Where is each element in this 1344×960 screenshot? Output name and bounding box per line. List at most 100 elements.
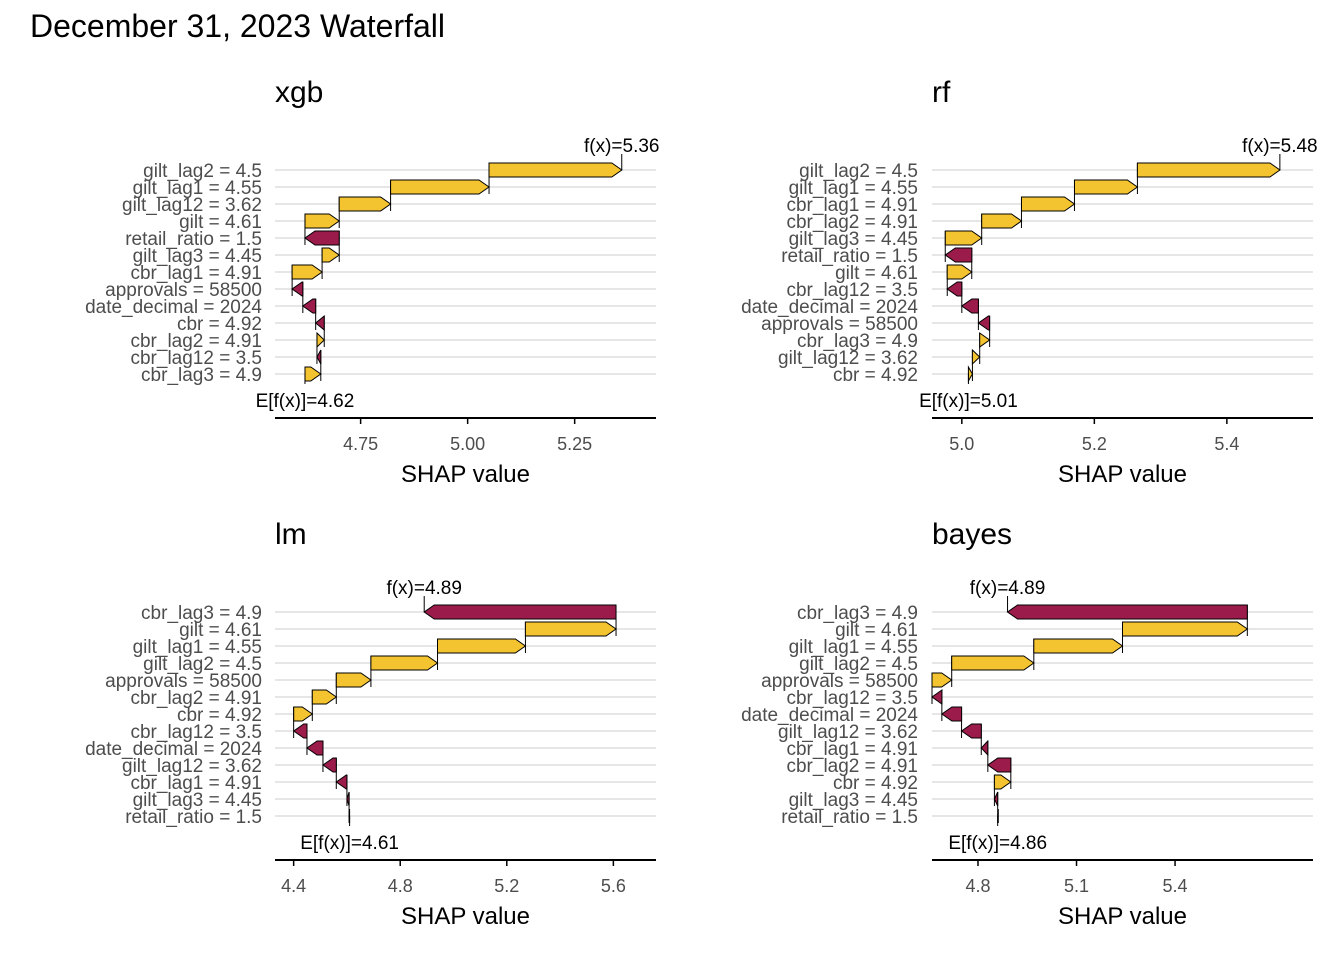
feature-label: gilt_lag1 = 4.55	[789, 178, 918, 199]
waterfall-bar	[979, 332, 991, 348]
feature-label: gilt_lag12 = 3.62	[778, 722, 918, 743]
feature-label: gilt_lag1 = 4.55	[789, 637, 918, 658]
waterfall-bar	[423, 604, 617, 620]
feature-label: gilt_lag3 = 4.45	[789, 229, 918, 250]
feature-label: date_decimal = 2024	[741, 297, 918, 318]
feature-label: approvals = 58500	[105, 671, 262, 692]
x-tick-label: 4.8	[965, 876, 990, 896]
waterfall-bar	[944, 230, 983, 246]
waterfall-bar	[980, 739, 989, 757]
feature-label: date_decimal = 2024	[85, 297, 262, 318]
feature-label: cbr_lag1 = 4.91	[786, 195, 918, 216]
x-tick-label: 5.6	[601, 876, 626, 896]
waterfall-bar	[293, 706, 314, 722]
waterfall-bar	[316, 349, 322, 365]
feature-label: approvals = 58500	[105, 280, 262, 301]
feature-label: cbr_lag3 = 4.9	[141, 365, 262, 386]
feature-label: retail_ratio = 1.5	[125, 229, 262, 250]
final-value-label: f(x)=4.89	[386, 578, 462, 599]
feature-label: gilt_lag12 = 3.62	[778, 348, 918, 369]
waterfall-bar	[346, 791, 350, 807]
x-tick-label: 5.0	[949, 434, 974, 454]
waterfall-bar	[960, 298, 979, 314]
base-value-label: E[f(x)]=4.86	[948, 833, 1047, 854]
waterfall-bar	[311, 689, 338, 705]
waterfall-bar	[1122, 621, 1249, 637]
feature-label: gilt = 4.61	[179, 620, 262, 641]
x-tick-label: 5.25	[557, 434, 592, 454]
feature-label: gilt_lag3 = 4.45	[789, 790, 918, 811]
feature-label: cbr_lag3 = 4.9	[797, 603, 918, 624]
waterfall-bar	[967, 365, 973, 383]
waterfall-bar	[304, 230, 340, 246]
feature-label: retail_ratio = 1.5	[781, 807, 918, 828]
waterfall-bar	[1074, 179, 1139, 195]
base-value-label: E[f(x)]=4.62	[256, 391, 355, 412]
x-axis-label: SHAP value	[401, 461, 530, 488]
waterfall-bar	[304, 366, 322, 382]
waterfall-bar	[292, 723, 308, 739]
waterfall-bar	[993, 774, 1012, 790]
feature-label: cbr_lag1 = 4.91	[786, 739, 918, 760]
x-tick-label: 5.1	[1064, 876, 1089, 896]
waterfall-bar	[370, 655, 439, 671]
x-tick-label: 5.4	[1163, 876, 1188, 896]
feature-label: cbr = 4.92	[177, 314, 262, 335]
feature-label: retail_ratio = 1.5	[125, 807, 262, 828]
x-tick-label: 5.2	[494, 876, 519, 896]
waterfall-bar	[977, 315, 991, 331]
waterfall-bar	[306, 740, 324, 756]
feature-label: gilt_lag12 = 3.62	[122, 756, 262, 777]
feature-label: gilt_lag12 = 3.62	[122, 195, 262, 216]
waterfall-bar	[321, 247, 341, 263]
waterfall-bar	[338, 196, 392, 212]
x-tick-label: 5.00	[450, 434, 485, 454]
final-value-label: f(x)=5.36	[584, 136, 660, 157]
waterfall-bar	[488, 162, 623, 178]
waterfall-bar	[931, 689, 943, 705]
x-tick-label: 4.4	[281, 876, 306, 896]
waterfall-bar	[390, 179, 490, 195]
feature-label: cbr_lag3 = 4.9	[141, 603, 262, 624]
waterfall-bar	[524, 621, 617, 637]
feature-label: retail_ratio = 1.5	[781, 246, 918, 267]
waterfall-bar	[304, 213, 341, 229]
final-value-label: f(x)=5.48	[1242, 136, 1318, 157]
waterfall-bar	[291, 281, 304, 297]
waterfall-bar	[951, 655, 1035, 671]
x-axis-label: SHAP value	[1058, 903, 1187, 930]
panel-title: rf	[932, 76, 951, 109]
waterfall-bar	[314, 314, 325, 332]
x-tick-label: 4.75	[343, 434, 378, 454]
feature-label: gilt_lag1 = 4.55	[133, 637, 262, 658]
waterfall-bar	[971, 348, 981, 366]
waterfall-bar	[322, 757, 337, 773]
panel-title: bayes	[932, 518, 1012, 551]
feature-label: gilt_lag3 = 4.45	[133, 790, 262, 811]
feature-label: cbr = 4.92	[177, 705, 262, 726]
feature-label: date_decimal = 2024	[85, 739, 262, 760]
x-axis-label: SHAP value	[1058, 461, 1187, 488]
feature-label: approvals = 58500	[761, 671, 918, 692]
feature-label: gilt = 4.61	[835, 263, 918, 284]
feature-label: cbr_lag12 = 3.5	[786, 280, 918, 301]
waterfall-bar	[931, 672, 953, 688]
feature-label: cbr_lag12 = 3.5	[130, 348, 262, 369]
page-title: December 31, 2023 Waterfall	[30, 8, 446, 44]
feature-label: cbr_lag1 = 4.91	[130, 263, 262, 284]
feature-label: cbr_lag2 = 4.91	[786, 756, 918, 777]
waterfall-bar	[941, 706, 963, 722]
feature-label: gilt_lag1 = 4.55	[133, 178, 262, 199]
panel-title: lm	[275, 518, 307, 551]
waterfall-bar	[944, 247, 973, 263]
feature-label: cbr_lag2 = 4.91	[130, 688, 262, 709]
waterfall-bar	[1006, 604, 1248, 620]
feature-label: gilt_lag2 = 4.5	[143, 654, 262, 675]
waterfall-bar	[316, 331, 325, 349]
waterfall-bar	[1136, 162, 1281, 178]
waterfall-bar	[335, 774, 348, 790]
